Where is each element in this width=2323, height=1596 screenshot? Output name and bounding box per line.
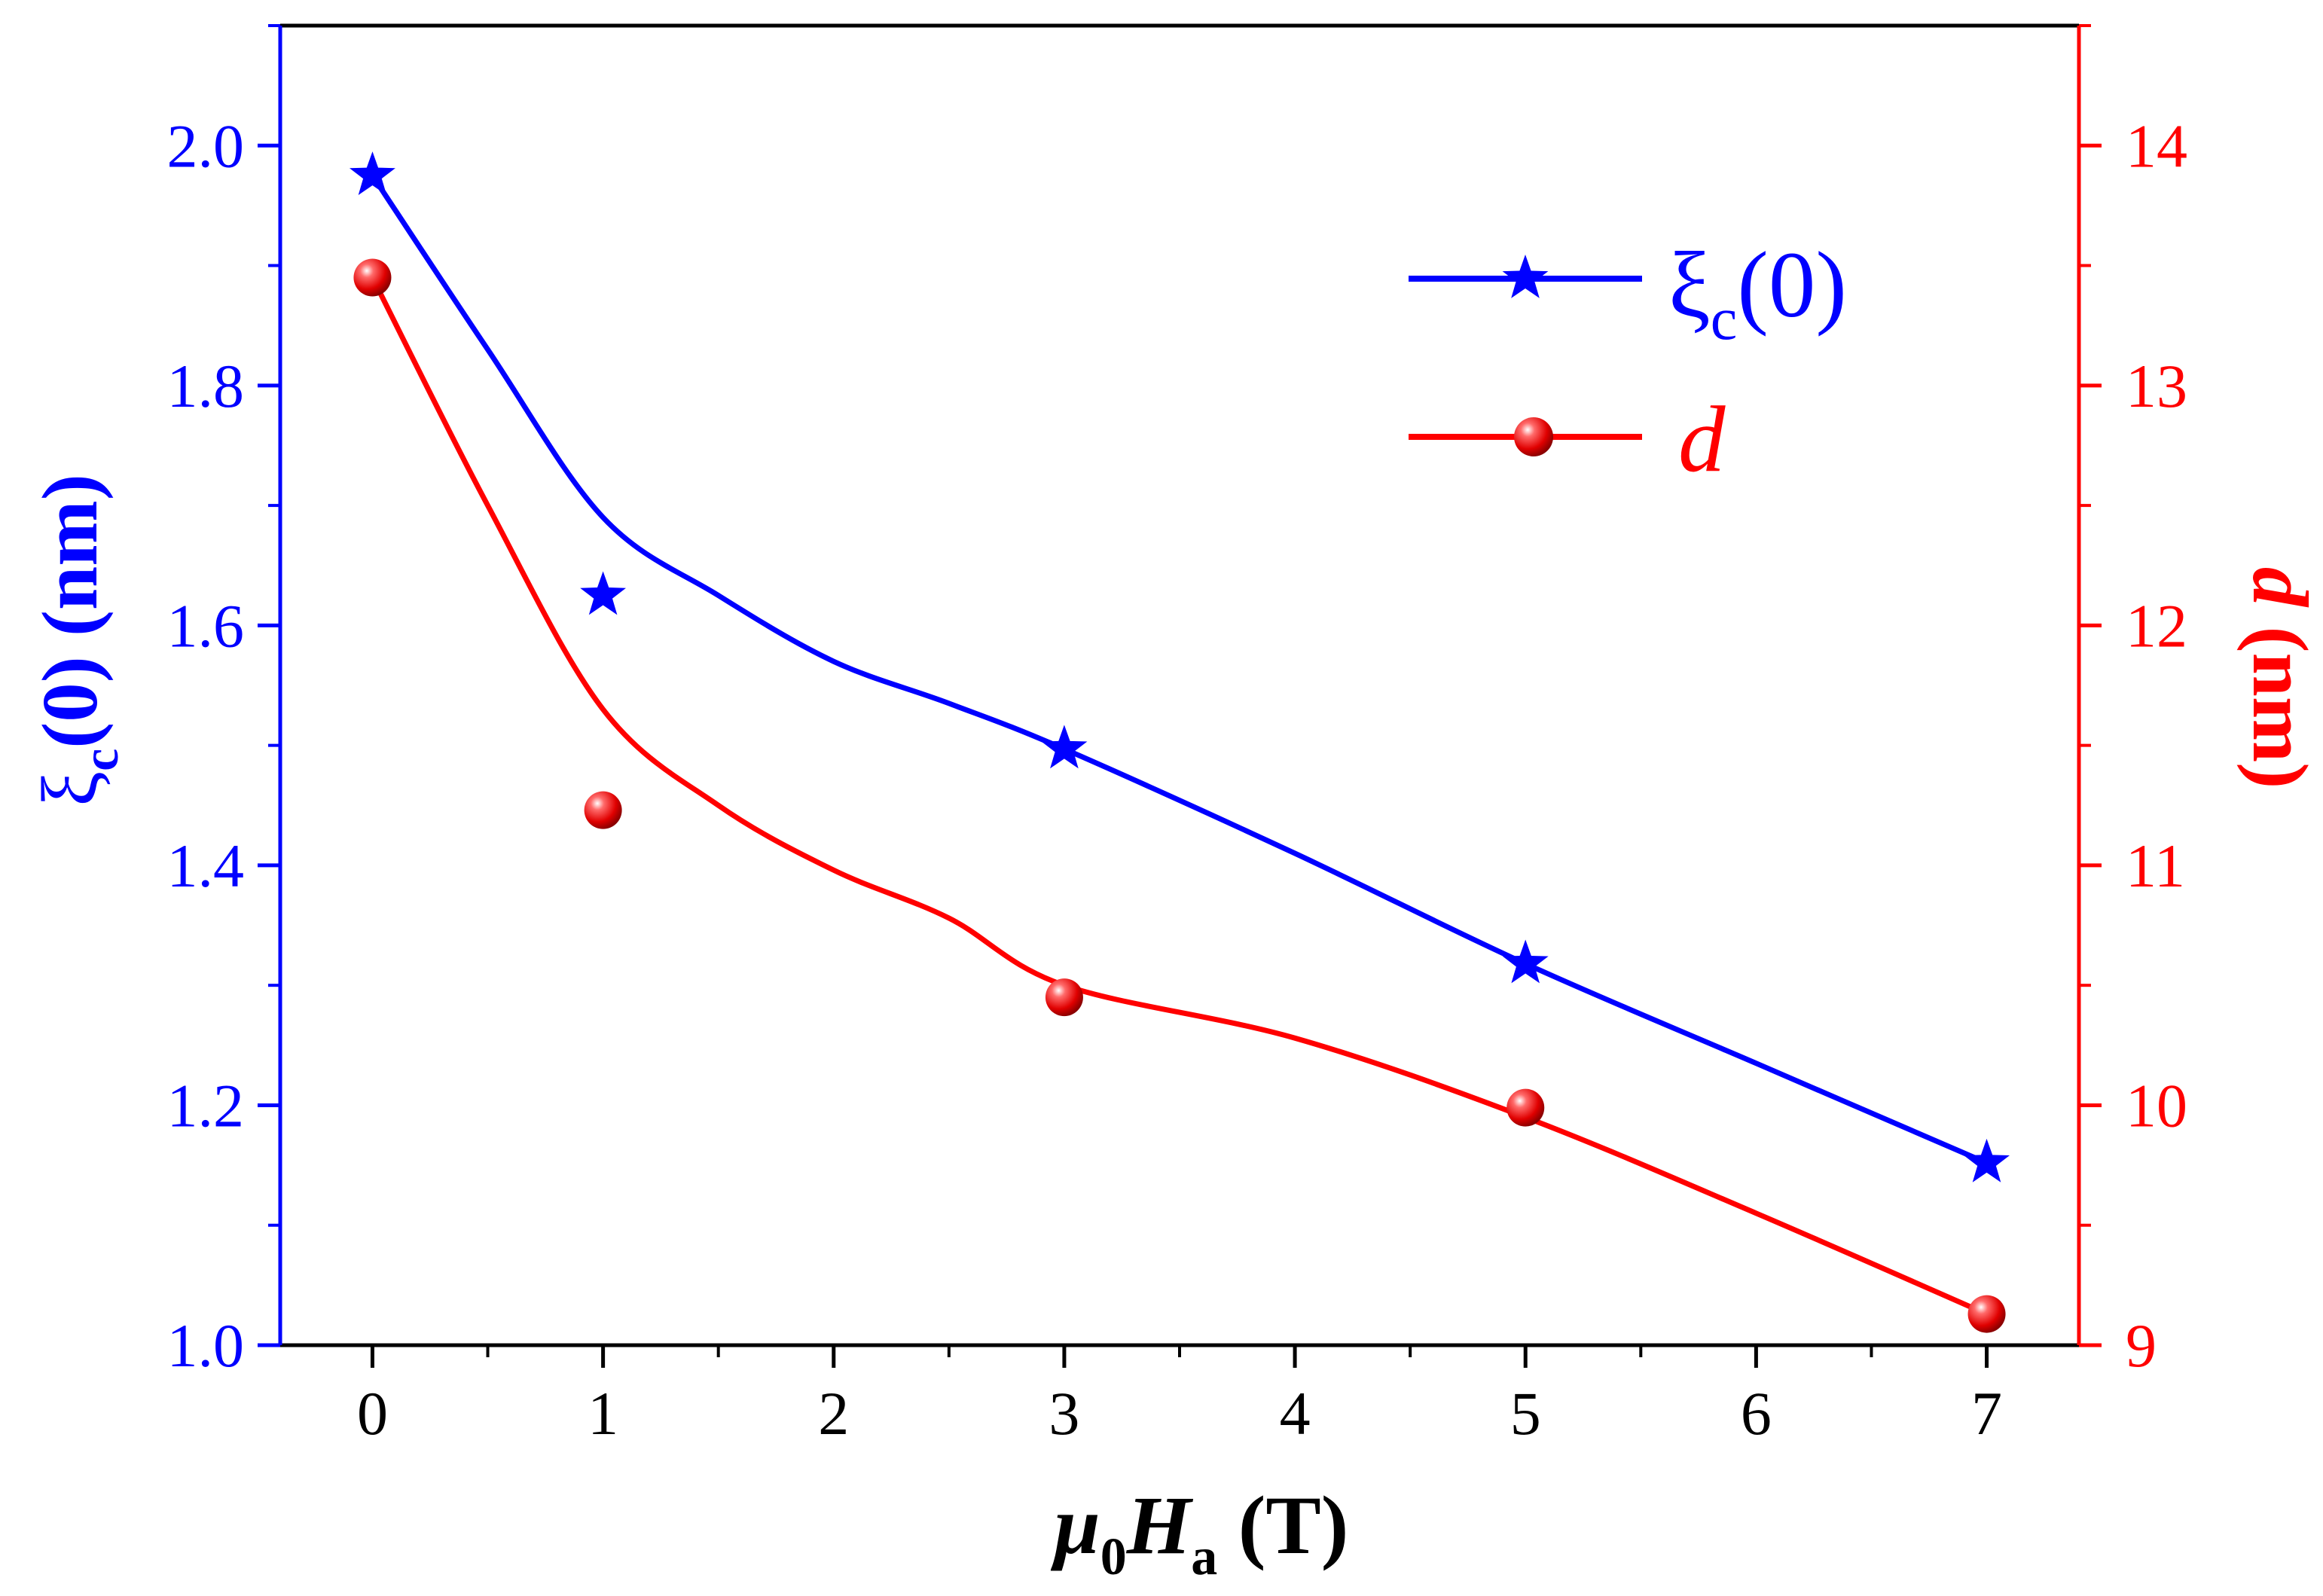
fit-curves [370,174,1988,1317]
y-right-tick-label: 11 [2126,832,2185,900]
xi-star-point [1041,725,1088,769]
d-sphere-point [353,258,392,297]
d-sphere-point [584,791,622,829]
legend-label-d: d [1678,388,1726,492]
x-tick-label: 6 [1741,1379,1772,1448]
legend-label-xi: ξc(0) [1668,233,1847,352]
xi-star-point [580,571,626,615]
d-sphere-point [1967,1295,2006,1333]
x-tick-label: 4 [1280,1379,1311,1448]
x-tick-label: 1 [588,1379,618,1448]
xi-star-point [1964,1138,2010,1183]
xi-star-point [1502,939,1549,984]
d-fit-curve [370,276,1988,1317]
xi-star-point [350,151,395,195]
d-sphere-point [1506,1088,1545,1127]
y-right-tick-label: 14 [2126,111,2187,180]
y-right-axis-title: d (nm) [2236,567,2323,789]
x-tick-label: 3 [1049,1379,1079,1448]
x-tick-label: 5 [1510,1379,1541,1448]
xi-fit-curve [370,174,1988,1166]
d-sphere-point [1045,978,1083,1017]
x-axis-title: μ0Ha (T) [1051,1479,1349,1586]
y-right-tick-label: 13 [2126,352,2187,420]
y-left-tick-label: 1.6 [167,591,245,660]
legend-sphere-marker [1514,417,1553,456]
y-right-tick-label: 10 [2126,1071,2187,1140]
y-left-tick-label: 1.8 [167,352,245,420]
legend: ξc(0) d [1409,233,1847,492]
legend-star-marker [1502,255,1549,298]
x-tick-label: 7 [1971,1379,2002,1448]
data-markers [350,151,2010,1333]
y-right-tick-label: 9 [2126,1311,2157,1380]
y-left-tick-label: 2.0 [167,111,245,180]
y-left-tick-label: 1.0 [167,1311,245,1380]
y-left-tick-label: 1.4 [167,832,245,900]
y-left-axis-title: ξc(0) (nm) [26,474,129,806]
x-tick-label: 2 [818,1379,849,1448]
y-right-tick-label: 12 [2126,591,2187,660]
x-tick-label: 0 [357,1379,388,1448]
y-left-tick-label: 1.2 [167,1071,245,1140]
